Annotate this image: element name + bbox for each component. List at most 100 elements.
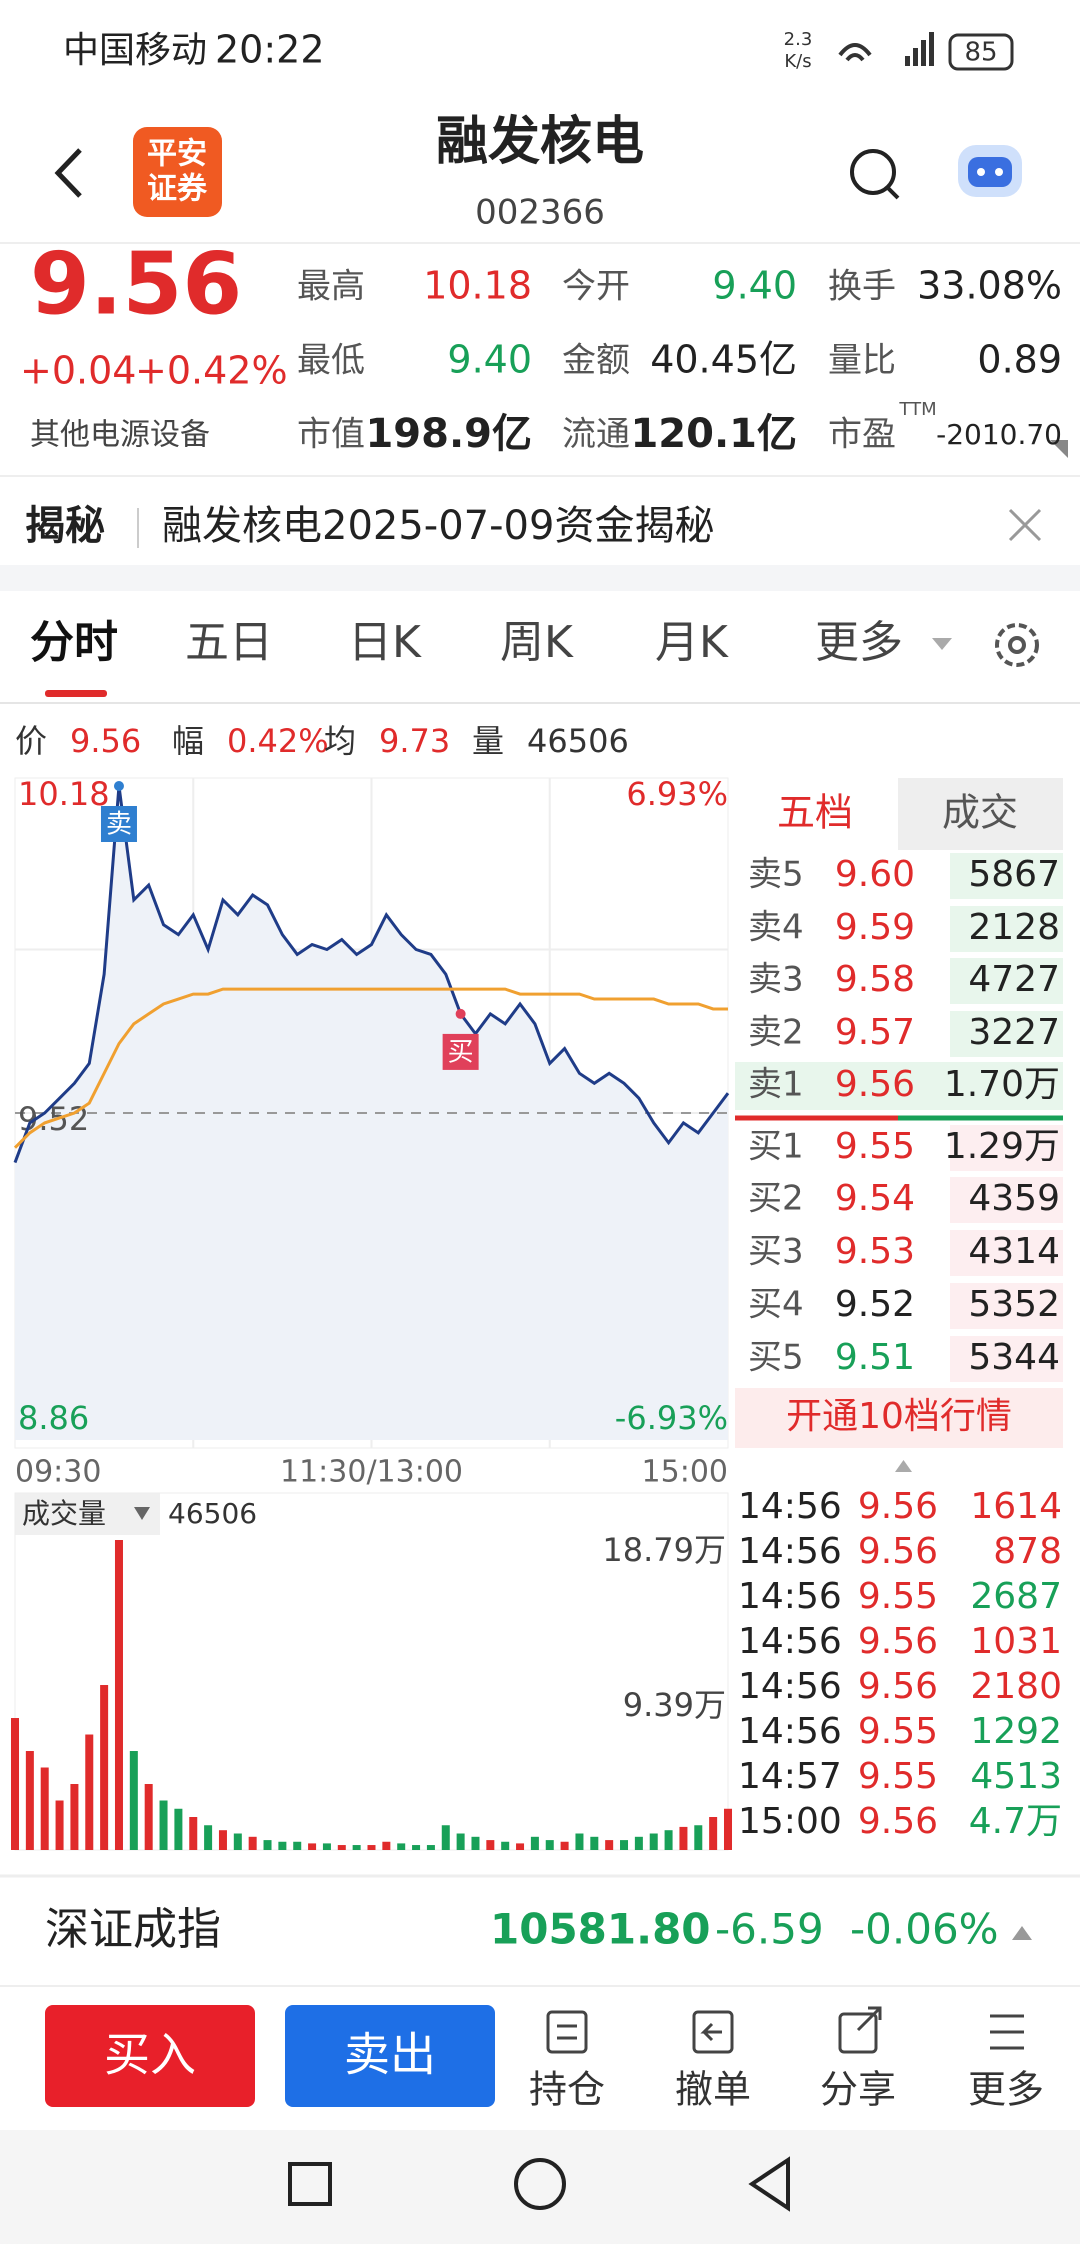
volume-bg xyxy=(950,853,1063,899)
volume-bar xyxy=(70,1784,79,1850)
stat-value: 9.40 xyxy=(447,338,532,382)
info-label: 量 xyxy=(472,722,504,760)
index-name: 深证成指 xyxy=(45,1904,221,1955)
volume-bar xyxy=(159,1800,168,1850)
volume-bar xyxy=(367,1845,376,1850)
tab[interactable]: 五日 xyxy=(185,617,273,668)
stat-value: 10.18 xyxy=(423,264,532,308)
tab-bg[interactable] xyxy=(898,778,1063,850)
trade-volume: 2687 xyxy=(970,1576,1062,1617)
tool-label[interactable]: 撤单 xyxy=(675,2068,751,2112)
trade-price: 9.55 xyxy=(858,1711,938,1752)
logo[interactable] xyxy=(133,127,222,217)
battery-level: 85 xyxy=(964,38,997,68)
volume-bar xyxy=(263,1840,272,1850)
best-ask-bg xyxy=(735,1062,1063,1110)
volume-bar xyxy=(308,1843,317,1850)
carrier: 中国移动 xyxy=(63,30,207,71)
trade-price: 9.56 xyxy=(858,1801,938,1842)
tab[interactable]: 周K xyxy=(500,617,574,668)
tab[interactable]: 日K xyxy=(348,617,422,668)
annotation-label: 买 xyxy=(448,1037,474,1067)
volume-bar xyxy=(723,1808,733,1850)
upgrade-label[interactable]: 开通10档行情 xyxy=(786,1396,1012,1437)
book-price: 9.53 xyxy=(835,1231,915,1272)
buy-button[interactable] xyxy=(45,2005,255,2107)
nav-recent[interactable] xyxy=(288,2162,332,2206)
volume-bar xyxy=(10,1718,20,1850)
tab[interactable]: 分时 xyxy=(30,617,118,668)
wifi-icon xyxy=(838,43,872,62)
sell-label[interactable]: 卖出 xyxy=(344,2028,436,2082)
volume-bar xyxy=(634,1836,643,1850)
volume-bar xyxy=(590,1836,599,1850)
battery xyxy=(948,33,1014,71)
book-label: 卖4 xyxy=(748,908,804,948)
book-label: 卖1 xyxy=(748,1065,804,1105)
logo-text: 平安 xyxy=(147,137,207,172)
volume-title[interactable]: 成交量 xyxy=(22,1497,106,1530)
volume-bar xyxy=(55,1800,64,1850)
trade-volume: 878 xyxy=(993,1531,1062,1572)
search-button[interactable] xyxy=(850,149,896,195)
index-bar[interactable] xyxy=(0,1876,1080,1986)
signal-icon xyxy=(905,32,934,66)
stat-label: 量比 xyxy=(828,341,896,381)
index-value: 10581.80 xyxy=(490,1905,711,1954)
reveal-link[interactable]: 融发核电2025-07-09资金揭秘 xyxy=(162,503,714,549)
book-volume: 5344 xyxy=(968,1337,1060,1378)
book-price: 9.60 xyxy=(835,854,915,895)
assistant-button[interactable] xyxy=(958,145,1022,197)
upgrade-button[interactable] xyxy=(735,1388,1063,1448)
stat-value: -2010.70 xyxy=(936,418,1062,451)
stat-label: 最低 xyxy=(297,341,365,381)
annotation-box xyxy=(442,1033,479,1070)
volume-bar xyxy=(560,1841,569,1850)
info-value: 46506 xyxy=(527,722,629,760)
tab[interactable]: 更多 xyxy=(815,617,903,668)
sell-button[interactable] xyxy=(285,2005,495,2107)
trade-volume: 1614 xyxy=(970,1486,1062,1527)
stat-label: 市值 xyxy=(297,415,365,455)
net-speed-unit: K/s xyxy=(784,51,811,72)
volume-bar xyxy=(382,1841,391,1850)
book-tab[interactable]: 成交 xyxy=(942,791,1018,835)
volume-bg xyxy=(950,906,1063,952)
book-tab[interactable]: 五档 xyxy=(777,791,853,835)
spacer xyxy=(0,565,1080,591)
nav-home[interactable] xyxy=(514,2158,566,2210)
nav-back[interactable] xyxy=(748,2156,790,2212)
tool-label[interactable]: 更多 xyxy=(968,2068,1044,2112)
tool-label[interactable]: 分享 xyxy=(820,2068,896,2112)
tool-label[interactable]: 持仓 xyxy=(529,2068,605,2112)
volume-bar xyxy=(100,1685,109,1850)
volume-bar xyxy=(25,1751,34,1850)
ttm-label: TTM xyxy=(898,399,936,420)
book-volume: 5352 xyxy=(968,1284,1060,1325)
back-button[interactable] xyxy=(54,148,82,198)
line-series xyxy=(13,987,728,1149)
info-value: 9.56 xyxy=(70,722,141,760)
stat-value: 0.89 xyxy=(977,338,1062,382)
buy-label[interactable]: 买入 xyxy=(104,2028,196,2082)
volume-bar xyxy=(218,1830,227,1850)
book-volume: 3227 xyxy=(968,1012,1060,1053)
y-tick-label: 10.18 xyxy=(18,775,110,813)
more-arrow xyxy=(932,638,952,650)
book-label: 卖2 xyxy=(748,1013,804,1053)
volume-bar xyxy=(352,1845,361,1850)
trade-price: 9.55 xyxy=(858,1576,938,1617)
volume-tab[interactable] xyxy=(15,1493,160,1535)
book-price: 9.52 xyxy=(835,1284,915,1325)
volume-bg xyxy=(950,1283,1063,1329)
volume-tick-label: 9.39万 xyxy=(623,1686,726,1724)
volume-bar xyxy=(620,1840,629,1850)
tab[interactable]: 月K xyxy=(655,617,729,668)
close-button[interactable] xyxy=(1008,508,1042,542)
book-label: 卖5 xyxy=(748,855,804,895)
settings-hub xyxy=(1008,636,1026,654)
stat-label: 市盈 xyxy=(828,415,896,455)
nav-bar xyxy=(0,2130,1080,2244)
book-price: 9.56 xyxy=(835,1064,915,1105)
settings-button[interactable] xyxy=(995,623,1039,667)
